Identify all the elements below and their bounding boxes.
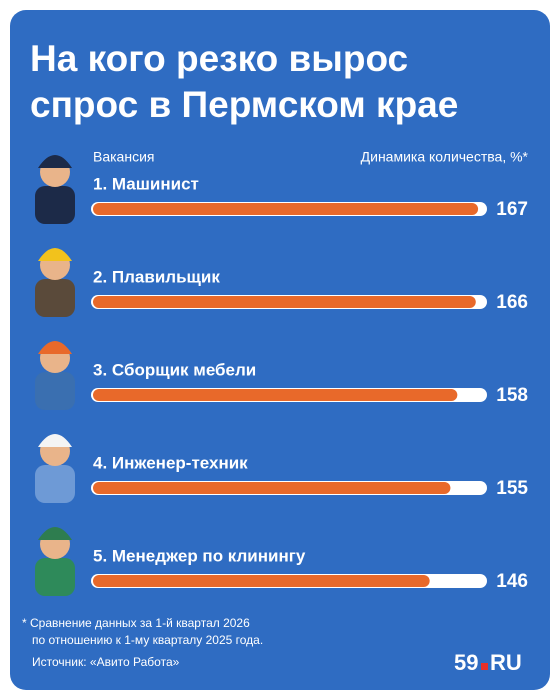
chart-title: На кого резко вырос спрос в Пермском кра… <box>30 38 459 125</box>
value-label: 167 <box>496 199 528 220</box>
worker-hat <box>38 155 72 168</box>
source: Источник: «Авито Работа» <box>32 655 180 669</box>
footnote: по отношению к 1-му кварталу 2025 года. <box>32 633 263 647</box>
category-label: 1. Машинист <box>93 174 199 193</box>
worker-hat <box>38 248 72 261</box>
worker-body <box>35 279 75 317</box>
bar <box>93 203 479 215</box>
category-label: 2. Плавильщик <box>93 267 220 286</box>
logo-domain: RU <box>490 650 522 675</box>
category-header: Вакансия <box>93 149 154 165</box>
worker-hat <box>38 527 72 540</box>
worker-hat <box>38 434 72 447</box>
worker-hat <box>38 341 72 354</box>
card <box>10 10 550 690</box>
value-header: Динамика количества, %* <box>361 149 529 165</box>
bar <box>93 296 476 308</box>
logo-number: 59 <box>454 650 478 675</box>
bar <box>93 482 451 494</box>
category-label: 4. Инженер-техник <box>93 453 248 472</box>
worker-body <box>35 465 75 503</box>
value-label: 146 <box>496 571 528 592</box>
worker-body <box>35 558 75 596</box>
bar <box>93 389 458 401</box>
bar <box>93 575 430 587</box>
category-label: 3. Сборщик мебели <box>93 360 256 379</box>
worker-body <box>35 186 75 224</box>
footnote: * Сравнение данных за 1-й квартал 2026 <box>22 616 250 630</box>
value-label: 158 <box>496 385 528 406</box>
value-label: 155 <box>496 478 528 499</box>
value-label: 166 <box>496 292 528 313</box>
category-label: 5. Менеджер по клинингу <box>93 546 306 565</box>
logo-dot <box>481 663 488 670</box>
worker-body <box>35 372 75 410</box>
